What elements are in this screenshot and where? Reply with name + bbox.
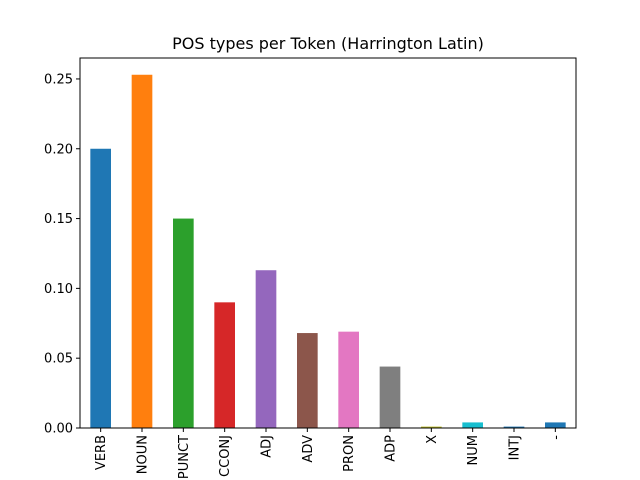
bar-intj <box>503 426 525 428</box>
x-tick-label-num: NUM <box>466 435 481 465</box>
x-tick-label-adv: ADV <box>301 435 316 463</box>
y-axis: 0.00 0.05 0.10 0.15 0.20 0.25 <box>44 72 80 437</box>
bar-num <box>462 422 483 428</box>
bar-verb <box>90 148 111 429</box>
y-tick-label-2: 0.10 <box>44 282 73 297</box>
chart-title: POS types per Token (Harrington Latin) <box>172 34 484 53</box>
x-tick-label-verb: VERB <box>94 435 109 470</box>
x-tick-label-pron: PRON <box>342 435 357 472</box>
x-tick-label-dash: - <box>549 435 564 440</box>
x-tick-label-x: X <box>425 435 440 444</box>
bar-noun <box>131 74 153 429</box>
y-tick-label-1: 0.05 <box>44 352 73 367</box>
bar-pron <box>338 331 359 428</box>
bar-adj <box>255 270 277 428</box>
x-tick-label-intj: INTJ <box>508 435 523 460</box>
bar-punct <box>173 218 194 428</box>
bar-adp <box>379 366 401 428</box>
x-tick-label-adj: ADJ <box>260 435 275 458</box>
x-tick-label-noun: NOUN <box>136 435 151 474</box>
bar-cconj <box>214 302 235 428</box>
x-tick-label-adp: ADP <box>384 435 399 462</box>
plot-frame <box>79 57 577 429</box>
bar-adv <box>297 333 318 428</box>
x-axis: VERB NOUN PUNCT CCONJ ADJ ADV PRON ADP X NUM INTJ - <box>94 428 564 479</box>
x-tick-label-cconj: CCONJ <box>218 435 233 477</box>
bars-group <box>90 74 566 429</box>
y-tick-label-0: 0.00 <box>44 422 73 437</box>
bar-dash <box>545 422 566 428</box>
y-tick-label-4: 0.20 <box>44 142 73 157</box>
bar-x <box>421 426 442 428</box>
x-tick-label-punct: PUNCT <box>177 435 192 479</box>
y-tick-label-5: 0.25 <box>44 72 73 87</box>
y-tick-label-3: 0.15 <box>44 212 73 227</box>
